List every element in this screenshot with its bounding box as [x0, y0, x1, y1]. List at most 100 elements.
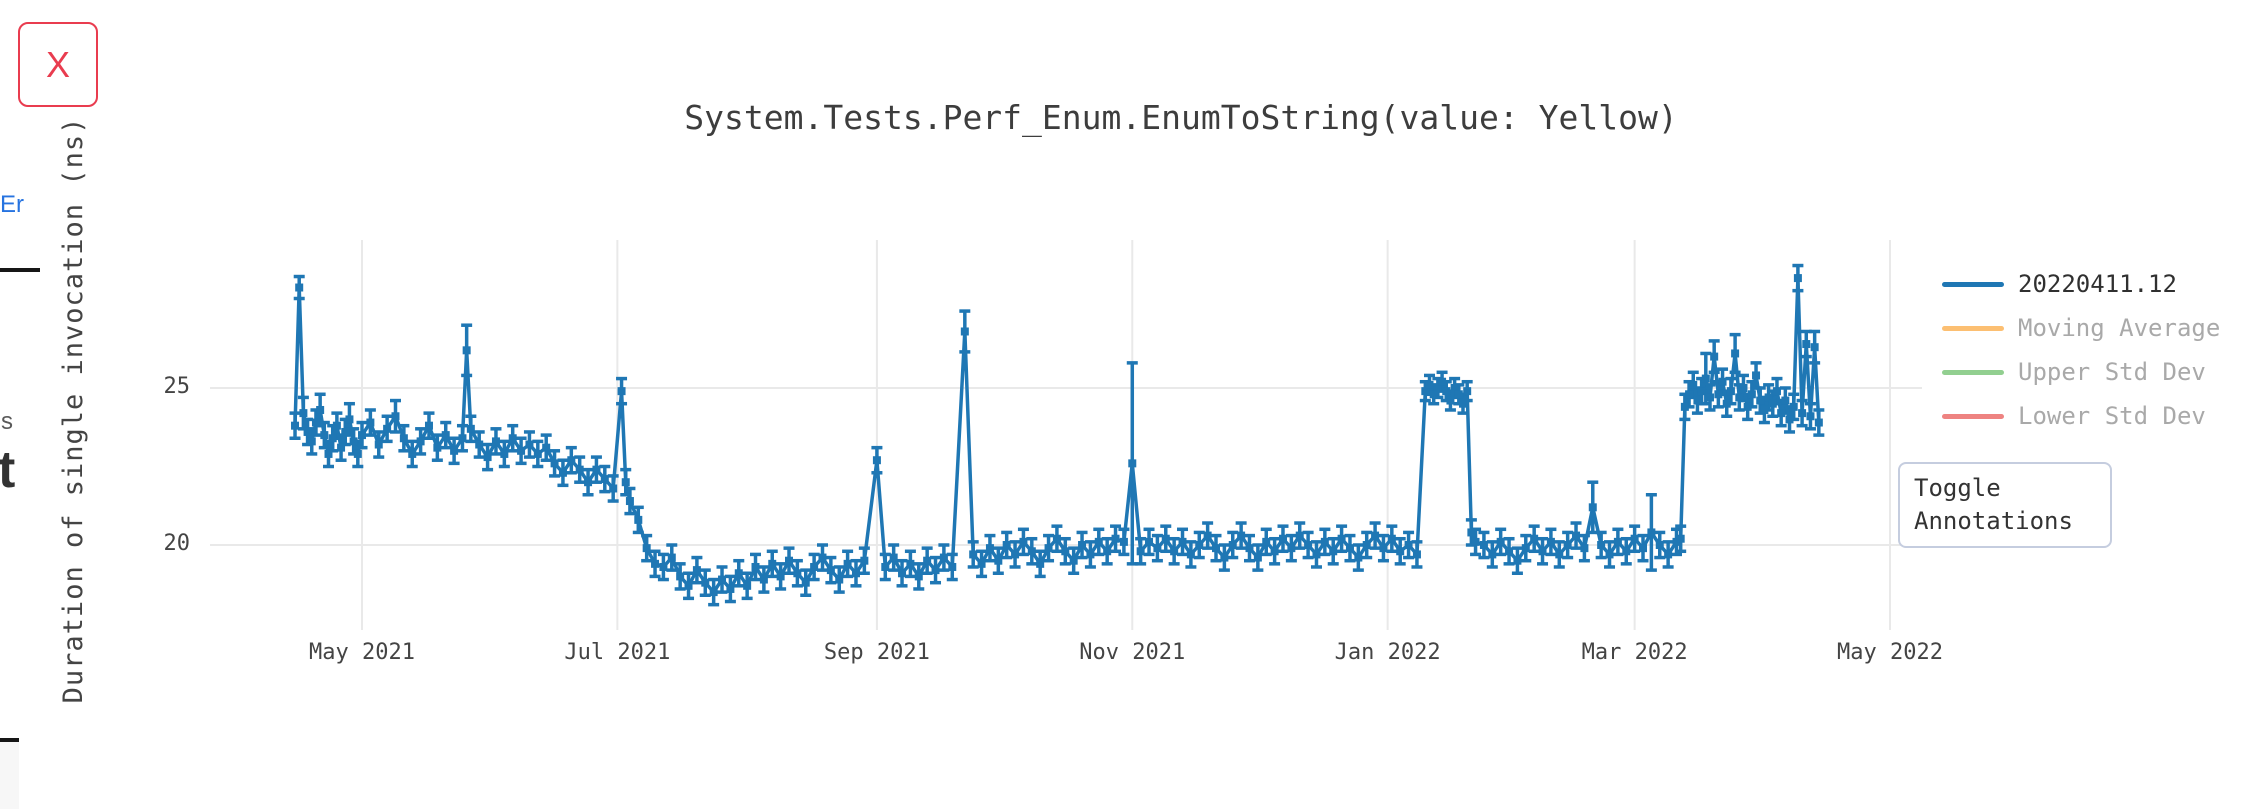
- partial-heading-fragment: t: [0, 441, 16, 499]
- data-point: [441, 431, 450, 440]
- data-point: [692, 566, 701, 575]
- data-point: [1119, 537, 1128, 546]
- data-point: [1136, 547, 1145, 556]
- data-point: [1597, 541, 1606, 549]
- page-behind-panel-bottom: [0, 738, 19, 809]
- data-point: [1287, 544, 1296, 553]
- x-tick-label: Jan 2022: [1334, 640, 1441, 665]
- data-point: [1772, 387, 1781, 396]
- data-point: [1412, 550, 1421, 559]
- data-point: [1153, 544, 1162, 553]
- data-point: [801, 578, 810, 587]
- data-point: [558, 468, 567, 477]
- data-point: [1697, 387, 1706, 396]
- partial-link[interactable]: Er: [0, 191, 24, 218]
- data-point: [1605, 550, 1614, 559]
- data-point: [1145, 537, 1154, 546]
- data-point: [525, 440, 534, 449]
- data-point: [575, 465, 584, 474]
- data-point: [960, 327, 969, 336]
- data-point: [1002, 541, 1011, 549]
- data-point: [1027, 547, 1036, 556]
- data-point: [1170, 547, 1179, 556]
- data-point: [1689, 380, 1698, 389]
- data-point: [291, 421, 300, 430]
- data-point: [466, 424, 475, 433]
- data-point: [483, 453, 492, 462]
- data-point: [316, 405, 325, 414]
- data-point: [424, 421, 433, 430]
- data-point: [1111, 534, 1120, 543]
- data-point: [1781, 396, 1790, 405]
- data-point: [1371, 531, 1380, 540]
- data-point: [1705, 393, 1714, 402]
- toggle-annotations-button[interactable]: Toggle Annotations: [1898, 462, 2112, 548]
- data-point: [617, 387, 626, 396]
- legend-item[interactable]: 20220411.12: [1942, 262, 2220, 306]
- data-point: [1685, 390, 1694, 399]
- data-point: [433, 443, 442, 452]
- data-point: [759, 575, 768, 584]
- data-point: [1798, 409, 1807, 418]
- data-point: [1011, 550, 1020, 559]
- data-point: [1086, 550, 1095, 559]
- x-tick-label: Sep 2021: [823, 640, 930, 665]
- data-point: [1777, 409, 1786, 418]
- data-point: [299, 409, 308, 418]
- legend-item[interactable]: Moving Average: [1942, 306, 2220, 350]
- x-tick-label: Jul 2021: [564, 640, 671, 665]
- data-point: [1195, 541, 1204, 549]
- data-point: [898, 569, 907, 578]
- legend-swatch-line: [1942, 413, 2004, 419]
- data-point: [1186, 550, 1195, 559]
- data-point: [923, 556, 932, 565]
- legend-item[interactable]: Upper Std Dev: [1942, 350, 2220, 394]
- data-point: [994, 556, 1003, 565]
- data-point: [1735, 393, 1744, 402]
- close-button[interactable]: X: [18, 22, 98, 107]
- data-point: [625, 497, 634, 506]
- data-point: [600, 475, 609, 484]
- data-point: [1228, 541, 1237, 549]
- data-point: [1802, 340, 1811, 349]
- data-point: [1253, 553, 1262, 562]
- data-point: [1760, 405, 1769, 414]
- data-point: [1714, 390, 1723, 399]
- data-point: [1429, 390, 1438, 399]
- legend: 20220411.12 Moving Average Upper Std Dev Lo…: [1942, 262, 2220, 438]
- data-point: [1622, 547, 1631, 556]
- data-point: [592, 465, 601, 474]
- data-point: [1613, 537, 1622, 546]
- data-point: [517, 446, 526, 455]
- data-point: [1672, 537, 1681, 546]
- data-point: [391, 412, 400, 421]
- y-tick-label: 25: [163, 374, 191, 399]
- data-point: [1496, 537, 1505, 546]
- data-point: [1701, 374, 1710, 383]
- data-point: [835, 575, 844, 584]
- data-point: [491, 437, 500, 446]
- data-point: [667, 553, 676, 562]
- legend-item[interactable]: Lower Std Dev: [1942, 394, 2220, 438]
- data-point: [1664, 550, 1673, 559]
- data-point: [843, 559, 852, 568]
- data-point: [634, 515, 643, 524]
- data-point: [303, 427, 312, 436]
- data-point: [1505, 547, 1514, 556]
- data-point: [1237, 531, 1246, 540]
- data-point: [1471, 537, 1480, 546]
- data-point: [307, 437, 316, 446]
- data-point: [353, 449, 362, 458]
- data-point: [332, 421, 341, 430]
- data-point: [1203, 531, 1212, 540]
- data-point: [345, 415, 354, 424]
- partial-text: s: [1, 408, 13, 435]
- data-point: [383, 424, 392, 433]
- data-point: [1387, 534, 1396, 543]
- data-point: [1458, 399, 1467, 408]
- data-point: [1572, 531, 1581, 540]
- data-point: [1304, 541, 1313, 549]
- data-point: [1128, 459, 1137, 468]
- data-point: [1530, 534, 1539, 543]
